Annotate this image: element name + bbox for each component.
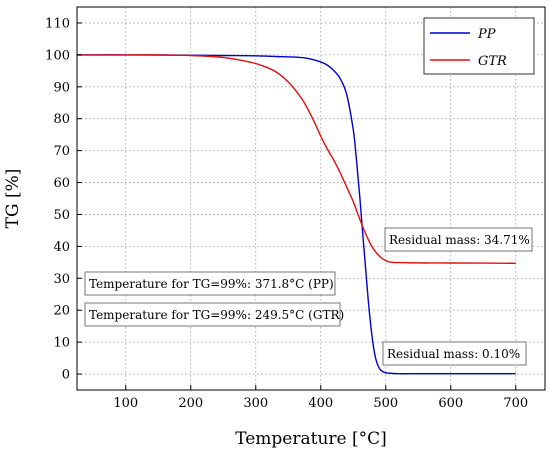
x-tick-label: 500 xyxy=(373,396,398,411)
x-tick-label: 600 xyxy=(438,396,463,411)
y-tick-label: 80 xyxy=(53,112,70,127)
annotation-box xyxy=(384,227,533,252)
tick-layer: 100 200 300 400 500 600 700 0 10 20 30 40 50 60 70 80 90… xyxy=(45,16,528,411)
x-tick-label: 100 xyxy=(113,396,138,411)
y-tick-label: 60 xyxy=(53,176,70,191)
y-tick-label: 100 xyxy=(45,48,70,63)
x-tick-label: 300 xyxy=(243,396,268,411)
y-axis-label: TG [%] xyxy=(3,169,23,229)
y-tick-label: 10 xyxy=(53,336,70,351)
x-tick-label: 700 xyxy=(503,396,528,411)
legend-box xyxy=(423,17,535,75)
y-tick-label: 30 xyxy=(53,272,70,287)
series-line-pp xyxy=(76,54,516,375)
annotation-layer: Residual mass: 34.71% Residual mass: 0.10… xyxy=(84,227,533,366)
legend-label-gtr: GTR xyxy=(478,54,507,69)
series-line-gtr xyxy=(77,54,516,264)
annotation-text: Residual mass: 0.10% xyxy=(387,347,520,361)
y-tick-label: 90 xyxy=(53,80,70,95)
x-tick-label: 200 xyxy=(178,396,203,411)
y-tick-label: 40 xyxy=(53,240,70,255)
annotation-box xyxy=(382,341,527,366)
annotation-box xyxy=(84,271,336,296)
y-tick-label: 110 xyxy=(45,16,70,31)
legend: PP GTR xyxy=(423,17,535,75)
legend-label-pp: PP xyxy=(477,27,496,42)
y-tick-label: 20 xyxy=(53,304,70,319)
annotation-text: Residual mass: 34.71% xyxy=(389,233,530,247)
annotation-text: Temperature for TG=99%: 249.5°C (GTR) xyxy=(89,308,344,322)
y-tick-label: 0 xyxy=(62,368,70,383)
annotation-box xyxy=(84,302,341,327)
x-axis-label: Temperature [°C] xyxy=(235,429,387,449)
y-tick-label: 50 xyxy=(53,208,70,223)
y-tick-label: 70 xyxy=(53,144,70,159)
x-tick-label: 400 xyxy=(308,396,333,411)
annotation-text: Temperature for TG=99%: 371.8°C (PP) xyxy=(89,277,334,291)
series-layer xyxy=(76,54,516,375)
plot-frame xyxy=(76,6,546,391)
